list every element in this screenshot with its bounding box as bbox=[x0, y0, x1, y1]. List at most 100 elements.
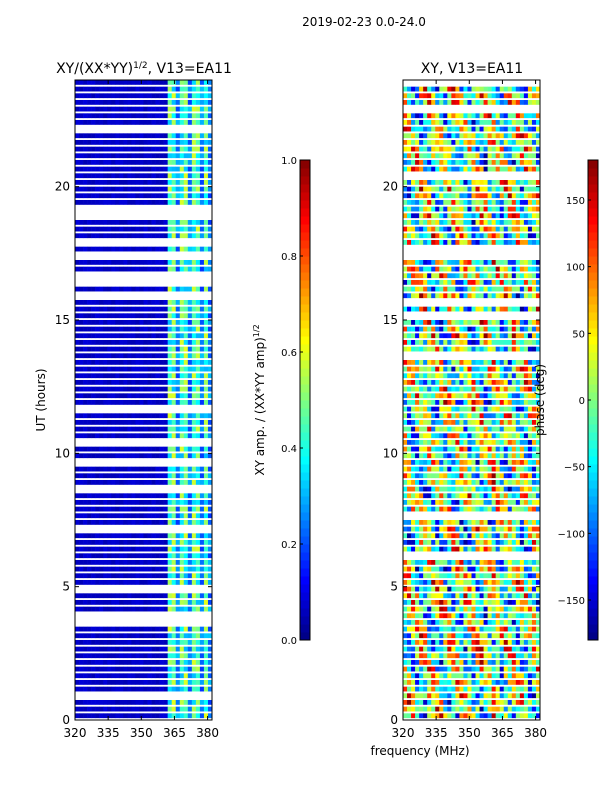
amp-cell bbox=[75, 306, 80, 312]
amp-cell bbox=[91, 93, 96, 99]
amp-cell bbox=[131, 433, 136, 439]
amp-colorbar-segment bbox=[300, 352, 310, 361]
amp-cell bbox=[111, 220, 116, 225]
phase-cell bbox=[419, 460, 424, 465]
phase-cell bbox=[419, 633, 424, 639]
phase-cell bbox=[479, 433, 484, 439]
amp-cell bbox=[87, 113, 92, 119]
amp-cell bbox=[151, 666, 156, 672]
phase-cell bbox=[519, 333, 525, 339]
amp-cell bbox=[91, 186, 96, 192]
phase-cell bbox=[419, 626, 424, 632]
phase-cell bbox=[511, 520, 517, 525]
phase-cell bbox=[447, 673, 452, 679]
phase-cell bbox=[503, 393, 509, 399]
phase-cell bbox=[439, 680, 444, 685]
amp-cell bbox=[171, 393, 177, 399]
phase-cell bbox=[467, 540, 472, 545]
phase-cell bbox=[415, 480, 420, 485]
amp-cell bbox=[79, 100, 84, 105]
amp-cell bbox=[111, 513, 116, 519]
phase-cell bbox=[431, 640, 436, 645]
phase-cell bbox=[499, 633, 505, 639]
phase-cell bbox=[463, 426, 468, 432]
amp-cell bbox=[83, 100, 88, 105]
amp-cell bbox=[79, 386, 84, 392]
phase-cell bbox=[403, 340, 408, 345]
phase-cell bbox=[451, 693, 456, 699]
amp-cell bbox=[159, 426, 164, 432]
phase-cell bbox=[423, 646, 428, 652]
phase-cell bbox=[431, 333, 436, 339]
amp-cell bbox=[199, 500, 205, 505]
amp-cell bbox=[171, 540, 177, 545]
amp-cell bbox=[171, 173, 177, 179]
phase-cell bbox=[523, 666, 529, 672]
amp-cell bbox=[163, 320, 168, 325]
phase-cell bbox=[535, 493, 541, 499]
amp-colorbar-segment bbox=[300, 416, 310, 425]
amp-cell bbox=[203, 366, 209, 372]
amp-cell bbox=[159, 506, 164, 512]
phase-cell bbox=[447, 473, 452, 479]
amp-cell bbox=[163, 606, 168, 612]
phase-cell bbox=[475, 493, 480, 499]
phase-cell bbox=[515, 293, 521, 299]
phase-cell bbox=[431, 340, 436, 345]
amp-cell bbox=[199, 633, 205, 639]
phase-cell bbox=[419, 346, 424, 352]
phase-cell bbox=[515, 500, 521, 505]
amp-cell bbox=[179, 140, 185, 145]
amp-cell bbox=[179, 340, 185, 345]
phase-cell bbox=[443, 466, 448, 472]
phase-cell bbox=[459, 440, 464, 445]
phase-cell bbox=[519, 640, 525, 645]
amp-cell bbox=[103, 246, 108, 252]
amp-cell bbox=[115, 433, 120, 439]
phase-cell bbox=[435, 600, 440, 605]
phase-cell bbox=[423, 693, 428, 699]
amp-cell bbox=[187, 226, 193, 232]
amp-cell bbox=[207, 566, 213, 572]
amp-cell bbox=[115, 86, 120, 92]
amp-cell bbox=[159, 140, 164, 145]
amp-cell bbox=[139, 400, 144, 405]
amp-cell bbox=[171, 160, 177, 165]
phase-cell bbox=[531, 333, 537, 339]
amp-cell bbox=[195, 420, 201, 425]
phase-cell bbox=[523, 486, 529, 492]
amp-cell bbox=[123, 540, 128, 545]
amp-cell bbox=[199, 306, 205, 312]
amp-cell bbox=[79, 533, 84, 539]
amp-cell bbox=[195, 380, 201, 385]
phase-cell bbox=[403, 586, 408, 592]
amp-cell bbox=[107, 306, 112, 312]
phase-cell bbox=[487, 380, 492, 385]
amp-cell bbox=[139, 706, 144, 712]
amp-cell bbox=[187, 513, 193, 519]
phase-cell bbox=[439, 493, 444, 499]
amp-cell bbox=[191, 153, 197, 159]
phase-cell bbox=[523, 446, 529, 452]
amp-cell bbox=[127, 506, 132, 512]
amp-cell bbox=[95, 686, 100, 692]
amp-cell bbox=[203, 493, 209, 499]
amp-cell bbox=[95, 546, 100, 552]
amp-cell bbox=[95, 626, 100, 632]
phase-cell bbox=[435, 306, 440, 312]
phase-cell bbox=[415, 706, 420, 712]
amp-cell bbox=[195, 480, 201, 485]
amp-cell bbox=[139, 673, 144, 679]
phase-cell bbox=[427, 326, 432, 332]
amp-cell bbox=[179, 153, 185, 159]
phase-cell bbox=[435, 393, 440, 399]
phase-cell bbox=[403, 333, 408, 339]
amp-cell bbox=[159, 666, 164, 672]
amp-cell bbox=[191, 520, 197, 525]
amp-cell bbox=[87, 333, 92, 339]
amp-cell bbox=[179, 306, 185, 312]
amp-cell bbox=[191, 493, 197, 499]
amp-cell bbox=[103, 433, 108, 439]
amp-cell bbox=[95, 606, 100, 612]
phase-cell bbox=[411, 613, 416, 619]
